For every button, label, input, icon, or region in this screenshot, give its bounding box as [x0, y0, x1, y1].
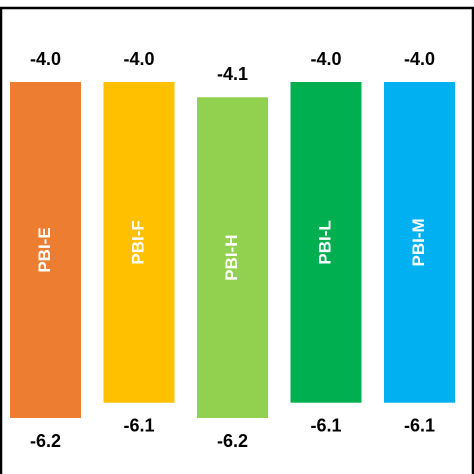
- top-value-label: -4.0: [310, 49, 341, 69]
- energy-bar: [197, 97, 268, 418]
- top-value-label: -4.0: [123, 49, 154, 69]
- bar-name: PBI-F: [128, 220, 147, 264]
- bar-name: PBI-M: [409, 218, 428, 266]
- top-value-label: -4.1: [217, 64, 248, 84]
- top-value-label: -4.0: [30, 49, 61, 69]
- energy-bar: [384, 82, 455, 403]
- bottom-value-label: -6.1: [404, 415, 435, 435]
- top-value-label: -4.0: [404, 49, 435, 69]
- bar-name: PBI-E: [35, 227, 54, 272]
- bottom-value-label: -6.2: [217, 431, 248, 451]
- energy-bar: [290, 82, 362, 403]
- frame: [0, 6, 474, 474]
- bottom-value-label: -6.2: [30, 431, 61, 451]
- energy-bar: [103, 82, 175, 403]
- bar-name: PBI-L: [315, 220, 334, 264]
- energy-bar: [10, 82, 81, 418]
- bottom-value-label: -6.1: [123, 415, 154, 435]
- bottom-value-label: -6.1: [310, 415, 341, 435]
- bar-name: PBI-H: [222, 234, 241, 280]
